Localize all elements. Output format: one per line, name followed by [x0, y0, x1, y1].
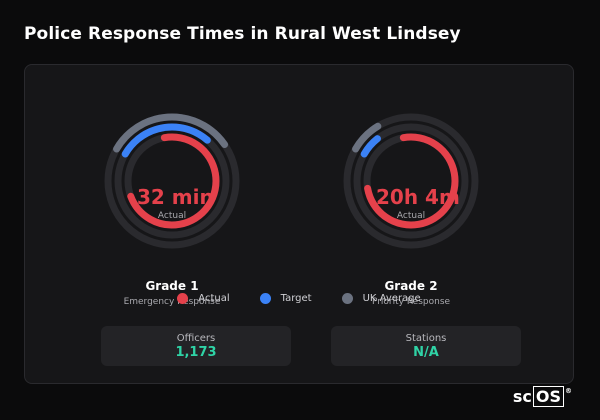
stat-label: Officers [176, 333, 216, 344]
grade-title: Grade 1 [145, 279, 199, 293]
stat-label: Stations [405, 333, 447, 344]
gauge-value: 20h 4m [376, 185, 460, 209]
target-arc [114, 123, 230, 239]
legend-label: Actual [198, 293, 230, 304]
legend-dot-actual [177, 293, 189, 304]
gauge-sublabel: Actual [396, 211, 426, 221]
brand-mark: ® [565, 387, 572, 395]
actual-arc [363, 133, 459, 229]
stat-stations: Stations N/A [331, 326, 521, 366]
legend-item-uk-average: UK Average [341, 293, 421, 304]
gauge-rings [104, 113, 240, 249]
ring-track-middle [353, 123, 469, 239]
gauge-value: 32 min [137, 185, 214, 209]
legend: Actual Target UK Average [25, 293, 573, 304]
page-title: Police Response Times in Rural West Lind… [24, 24, 461, 44]
target-arc [353, 123, 469, 239]
legend-item-actual: Actual [177, 293, 230, 304]
legend-dot-target [259, 293, 271, 304]
grade-description: Priority Response [371, 297, 451, 307]
gauge-grade-1: 32 min Actual Grade 1 Emergency Response [92, 101, 252, 307]
stat-value: N/A [413, 345, 439, 360]
stat-officers: Officers 1,173 [101, 326, 291, 366]
grade-title: Grade 2 [384, 279, 438, 293]
brand-box: OS [532, 386, 564, 407]
actual-arc [124, 133, 220, 229]
brand-prefix: sc [512, 387, 532, 406]
gauge-rings [343, 113, 479, 249]
grade-description: Emergency Response [123, 297, 221, 307]
gauge-sublabel: Actual [157, 211, 187, 221]
legend-label: Target [280, 293, 312, 304]
stat-value: 1,173 [175, 345, 217, 360]
legend-dot-uk-average [341, 293, 353, 304]
ring-track-outer [343, 113, 479, 249]
uk-average-arc [343, 113, 479, 249]
legend-label: UK Average [362, 293, 421, 304]
legend-item-target: Target [259, 293, 312, 304]
uk-average-arc [104, 113, 240, 249]
gauge-grade-2: 20h 4m Actual Grade 2 Priority Response [331, 101, 491, 307]
brand-logo: sc OS ® [512, 386, 572, 407]
response-card: 32 min Actual Grade 1 Emergency Response… [24, 64, 574, 384]
